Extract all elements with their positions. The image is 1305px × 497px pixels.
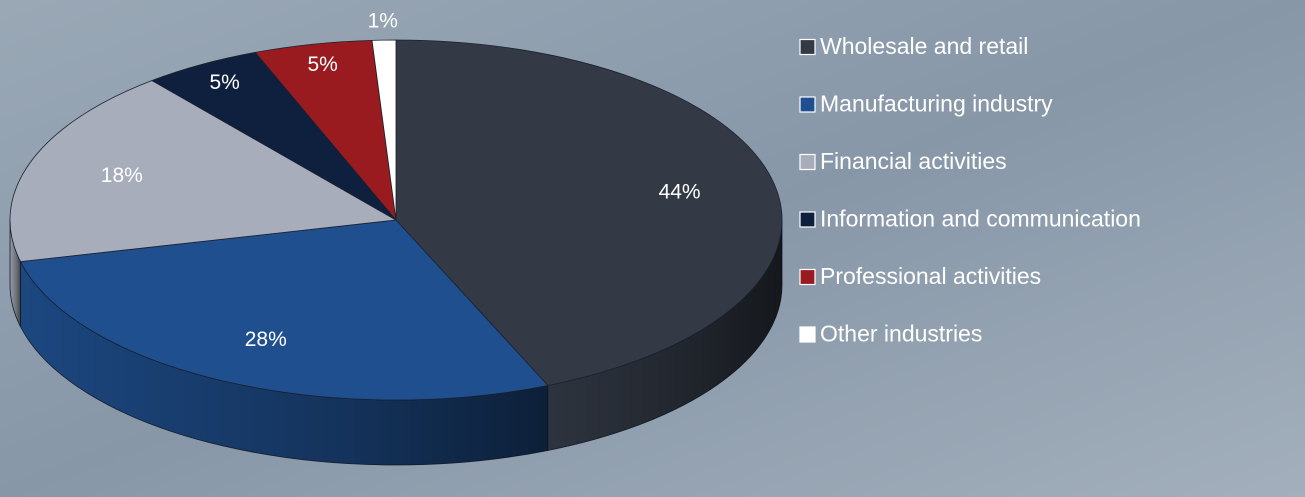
data-label: 5% <box>209 71 239 94</box>
slice <box>371 39 397 221</box>
legend-label: Financial activities <box>820 148 1007 174</box>
slice-side-shade <box>20 261 548 465</box>
legend-swatch <box>799 211 816 228</box>
legend-swatch <box>799 153 816 171</box>
legend-label: Other industries <box>820 321 982 347</box>
data-label: 28% <box>245 328 287 351</box>
slice-side-shade <box>9 220 21 327</box>
pie: 44% 28% 18% 5% 5% 1% <box>9 10 783 466</box>
data-label: 1% <box>368 10 398 33</box>
legend: Wholesale and retail Manufacturing indust… <box>799 33 1141 347</box>
legend-label: Manufacturing industry <box>820 91 1053 117</box>
slice <box>395 39 783 386</box>
legend-swatch <box>799 96 816 113</box>
data-label: 44% <box>659 180 701 203</box>
slice <box>9 80 398 263</box>
legend-label: Professional activities <box>820 263 1041 289</box>
legend-swatch <box>799 268 816 286</box>
slice <box>19 219 549 401</box>
data-label: 5% <box>307 53 337 76</box>
legend-swatch <box>799 326 816 343</box>
data-label: 18% <box>101 164 143 187</box>
legend-label: Wholesale and retail <box>820 33 1028 59</box>
legend-label: Information and communication <box>820 206 1141 232</box>
slice-side-shade <box>547 220 782 451</box>
legend-swatch <box>799 38 816 56</box>
